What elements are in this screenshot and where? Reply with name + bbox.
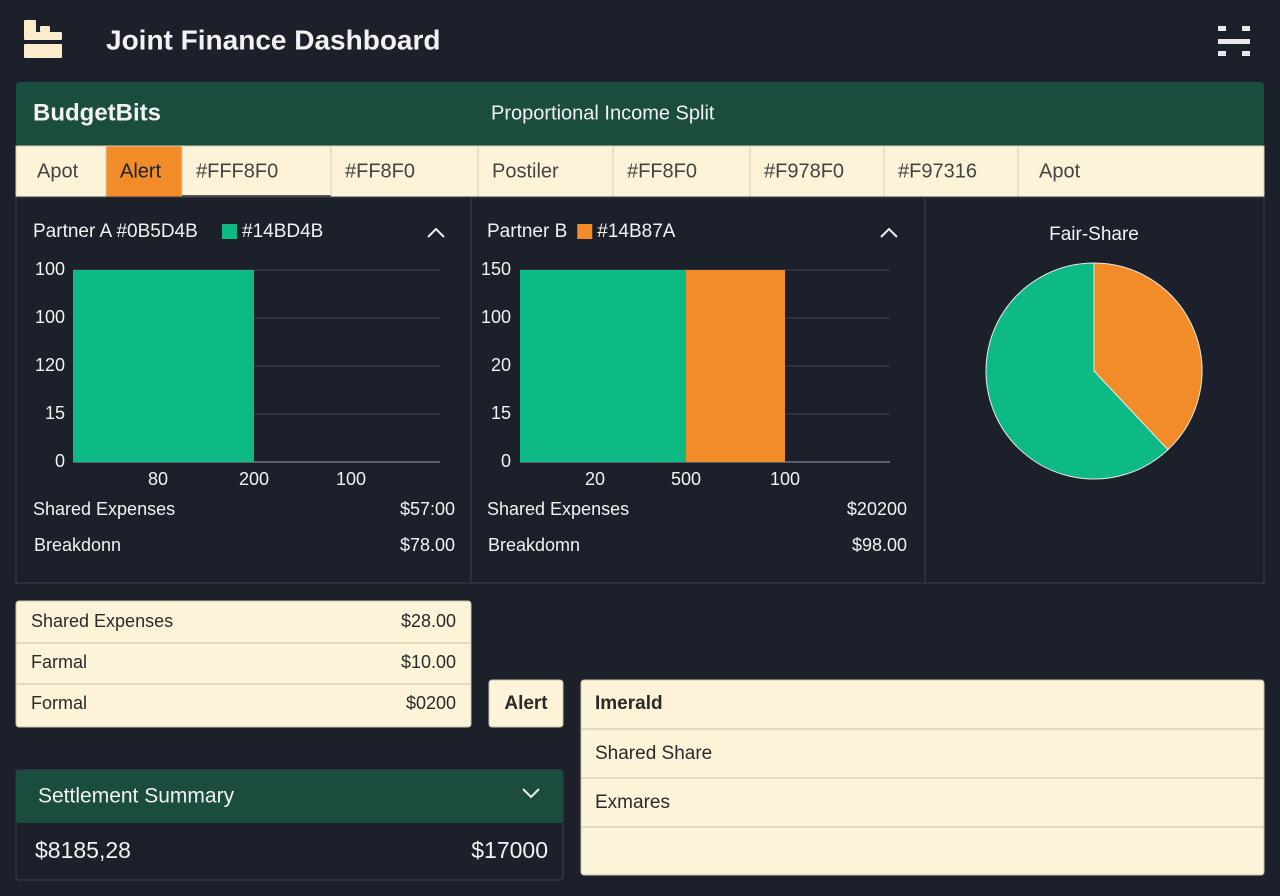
row-value: $10.00	[401, 652, 456, 672]
y-tick-label: 100	[481, 307, 511, 327]
x-tick-label: 80	[148, 469, 168, 489]
tab[interactable]	[749, 145, 885, 198]
x-tick-label: 200	[239, 469, 269, 489]
tab[interactable]	[1017, 145, 1265, 198]
panel-title: Partner A #0B5D4B	[33, 221, 198, 242]
tab-label: Alert	[120, 160, 162, 182]
alert-button-label: Alert	[504, 693, 548, 714]
y-tick-label: 15	[45, 403, 65, 423]
y-tick-label: 0	[55, 451, 65, 471]
menu-button[interactable]	[1218, 26, 1250, 56]
expenses-table	[15, 600, 472, 728]
pie-slice	[985, 262, 1169, 480]
x-tick-label: 100	[770, 469, 800, 489]
row-label: Shared Expenses	[31, 611, 173, 631]
tab[interactable]	[181, 145, 332, 198]
pie-title: Fair-Share	[1049, 224, 1139, 245]
row-label: Breakdonn	[34, 535, 121, 555]
collapse-button[interactable]	[880, 227, 898, 238]
banner-subtitle: Proportional Income Split	[491, 102, 715, 124]
row-label: Breakdomn	[488, 535, 580, 555]
x-tick-label: 20	[585, 469, 605, 489]
settlement-title: Settlement Summary	[38, 785, 235, 808]
alert-button[interactable]	[488, 679, 564, 728]
collapse-button[interactable]	[427, 227, 445, 238]
tab-label: Apot	[37, 160, 79, 182]
tab-label: #FFF8F0	[196, 160, 278, 182]
side-table-row: Exmares	[595, 792, 670, 813]
tab-label: #F978F0	[764, 160, 844, 182]
row-label: Shared Expenses	[487, 499, 629, 519]
settlement-right: $17000	[471, 837, 548, 863]
row-value: $28.00	[401, 611, 456, 631]
y-tick-label: 150	[481, 259, 511, 279]
tab-label: #FF8F0	[627, 160, 697, 182]
tab-label: Apot	[1039, 160, 1081, 182]
legend-swatch	[222, 224, 237, 239]
row-value: $20200	[847, 499, 907, 519]
tab[interactable]	[15, 145, 107, 198]
row-value: $78.00	[400, 535, 455, 555]
row-label: Formal	[31, 693, 87, 713]
app-icon	[24, 20, 62, 58]
tab-label: #FF8F0	[345, 160, 415, 182]
y-tick-label: 100	[35, 259, 65, 279]
side-table-header: Imerald	[595, 693, 663, 714]
y-tick-label: 15	[491, 403, 511, 423]
panel-title: Partner B	[487, 221, 567, 242]
tab-label: #F97316	[898, 160, 977, 182]
bar	[520, 270, 686, 462]
legend-swatch	[577, 224, 593, 239]
brand: BudgetBits	[33, 99, 161, 126]
tab[interactable]	[105, 145, 183, 198]
x-tick-label: 100	[336, 469, 366, 489]
settlement-left: $8185,28	[35, 837, 131, 863]
legend-label: #14B87A	[597, 221, 676, 242]
row-label: Farmal	[31, 652, 87, 672]
bar	[73, 270, 254, 462]
row-value: $0200	[406, 693, 456, 713]
y-tick-label: 20	[491, 355, 511, 375]
y-tick-label: 0	[501, 451, 511, 471]
app-title: Joint Finance Dashboard	[106, 24, 441, 55]
row-label: Shared Expenses	[33, 499, 175, 519]
legend-label: #14BD4B	[242, 221, 323, 242]
side-table-row: Shared Share	[595, 743, 712, 764]
row-value: $57:00	[400, 499, 455, 519]
bar	[686, 270, 785, 462]
y-tick-label: 100	[35, 307, 65, 327]
tab-label: Postiler	[492, 160, 559, 182]
x-tick-label: 500	[671, 469, 701, 489]
tab[interactable]	[612, 145, 751, 198]
row-value: $98.00	[852, 535, 907, 555]
settlement-header[interactable]	[16, 770, 563, 823]
expand-icon	[522, 788, 540, 799]
banner	[16, 82, 1264, 146]
tab[interactable]	[883, 145, 1019, 198]
pie-slice	[1093, 262, 1203, 451]
y-tick-label: 120	[35, 355, 65, 375]
